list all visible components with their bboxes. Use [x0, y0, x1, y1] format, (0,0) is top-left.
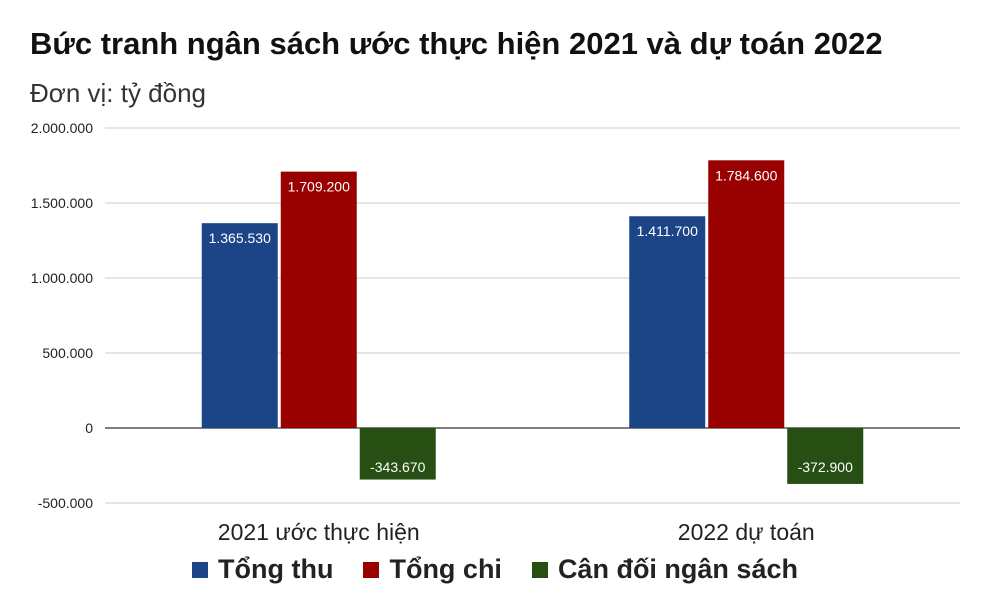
data-label-1-1: 1.784.600	[715, 167, 777, 183]
x-category-label-1: 2022 dự toán	[678, 519, 815, 545]
legend-label-tong-thu: Tổng thu	[218, 554, 334, 584]
legend-item-tong-chi: Tổng chi	[363, 554, 502, 585]
data-label-0-1: 1.709.200	[288, 179, 350, 195]
legend-item-tong-thu: Tổng thu	[192, 554, 333, 585]
x-category-label-0: 2021 ước thực hiện	[218, 519, 420, 545]
legend-swatch-can-doi	[531, 561, 548, 578]
bar-0-1	[280, 171, 357, 428]
legend-swatch-tong-chi	[363, 561, 380, 578]
legend-label-can-doi: Cân đối ngân sách	[557, 554, 798, 584]
y-tick-label-0: 2.000.000	[31, 120, 93, 136]
legend-label-tong-chi: Tổng chi	[389, 554, 502, 584]
y-tick-label-4: 0	[85, 420, 93, 436]
y-tick-label-2: 1.000.000	[31, 270, 93, 286]
data-label-0-0: 1.365.530	[209, 230, 271, 246]
bar-chart: 2.000.000 1.500.000 1.000.000 500.000 0 -500.…	[31, 120, 960, 545]
y-tick-label-3: 500.000	[42, 345, 93, 361]
legend-item-can-doi: Cân đối ngân sách	[531, 554, 798, 585]
data-label-1-0: 1.411.700	[637, 223, 698, 239]
bar-1-0	[629, 216, 706, 428]
bar-1-1	[708, 160, 785, 428]
chart-legend: Tổng thu Tổng chi Cân đối ngân sách	[0, 554, 990, 585]
bar-0-0	[201, 223, 278, 428]
bar-0-2	[359, 428, 436, 480]
bar-1-2	[787, 428, 864, 484]
chart-title: Bức tranh ngân sách ước thực hiện 2021 v…	[30, 26, 883, 61]
chart-subtitle: Đơn vị: tỷ đồng	[30, 78, 207, 108]
legend-swatch-tong-thu	[192, 561, 208, 578]
data-label-0-2: -343.670	[370, 459, 425, 475]
data-label-1-2: -372.900	[798, 459, 853, 475]
y-tick-label-5: -500.000	[38, 495, 93, 511]
y-tick-label-1: 1.500.000	[31, 195, 93, 211]
